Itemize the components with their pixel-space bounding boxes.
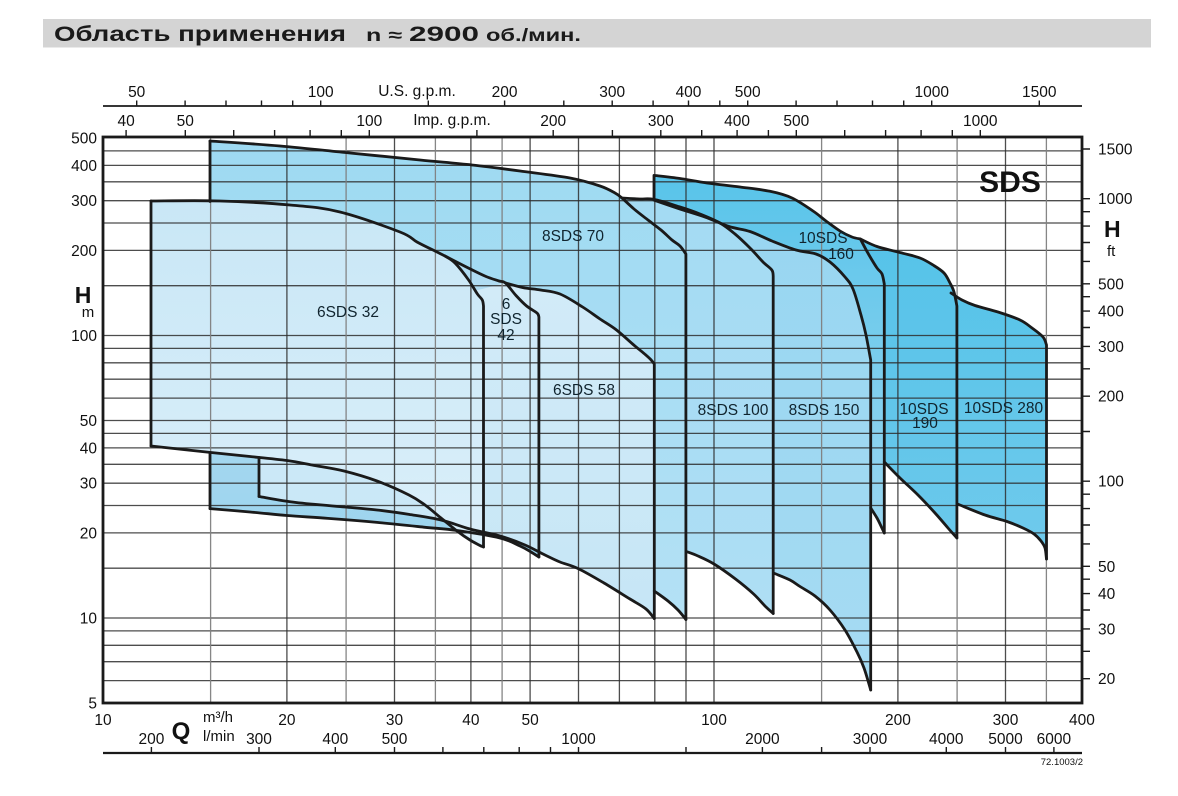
svg-text:500: 500 (735, 84, 761, 101)
svg-text:400: 400 (724, 113, 750, 130)
svg-text:200: 200 (540, 113, 566, 130)
svg-text:1000: 1000 (914, 84, 949, 101)
svg-text:400: 400 (676, 84, 702, 101)
svg-text:10SDS: 10SDS (899, 401, 948, 418)
svg-text:6SDS 32: 6SDS 32 (317, 304, 379, 321)
svg-text:500: 500 (382, 731, 408, 748)
svg-text:100: 100 (308, 84, 334, 101)
svg-text:40: 40 (117, 113, 135, 130)
svg-text:20: 20 (278, 712, 296, 729)
svg-text:400: 400 (71, 158, 97, 175)
svg-text:100: 100 (701, 712, 727, 729)
svg-text:300: 300 (993, 712, 1019, 729)
svg-text:20: 20 (1098, 671, 1116, 688)
svg-text:1500: 1500 (1022, 84, 1057, 101)
svg-text:SDS: SDS (979, 166, 1041, 199)
svg-text:200: 200 (885, 712, 911, 729)
svg-text:10: 10 (94, 712, 112, 729)
svg-text:50: 50 (128, 84, 146, 101)
svg-text:100: 100 (71, 328, 97, 345)
svg-text:300: 300 (1098, 339, 1124, 356)
svg-text:300: 300 (599, 84, 625, 101)
svg-text:8SDS 100: 8SDS 100 (698, 402, 769, 419)
svg-text:10: 10 (80, 611, 98, 628)
svg-text:100: 100 (1098, 474, 1124, 491)
svg-text:1500: 1500 (1098, 142, 1133, 159)
svg-text:6SDS 58: 6SDS 58 (553, 382, 615, 399)
svg-text:500: 500 (783, 113, 809, 130)
svg-text:50: 50 (1098, 559, 1116, 576)
svg-text:300: 300 (648, 113, 674, 130)
svg-text:40: 40 (80, 440, 98, 457)
svg-text:42: 42 (497, 327, 514, 344)
svg-text:Q: Q (172, 718, 191, 745)
svg-text:30: 30 (1098, 621, 1116, 638)
svg-text:160: 160 (828, 246, 854, 263)
svg-text:8SDS 150: 8SDS 150 (789, 402, 860, 419)
svg-text:72.1003/2: 72.1003/2 (1041, 757, 1083, 768)
svg-text:300: 300 (71, 193, 97, 210)
svg-text:200: 200 (138, 731, 164, 748)
svg-text:3000: 3000 (853, 731, 888, 748)
svg-text:30: 30 (386, 712, 404, 729)
svg-text:6: 6 (502, 296, 511, 313)
svg-text:l/min: l/min (203, 728, 235, 745)
svg-text:8SDS 70: 8SDS 70 (542, 228, 604, 245)
svg-text:1000: 1000 (1098, 191, 1133, 208)
svg-text:400: 400 (1069, 712, 1095, 729)
svg-text:300: 300 (246, 731, 272, 748)
svg-text:1000: 1000 (963, 113, 998, 130)
svg-text:1000: 1000 (561, 731, 596, 748)
svg-text:SDS: SDS (490, 311, 522, 328)
svg-text:200: 200 (492, 84, 518, 101)
svg-text:40: 40 (1098, 586, 1116, 603)
svg-text:об./мин.: об./мин. (486, 25, 581, 45)
svg-text:m³/h: m³/h (203, 709, 233, 726)
svg-text:5: 5 (88, 696, 97, 713)
svg-text:500: 500 (71, 131, 97, 148)
svg-text:10SDS 280: 10SDS 280 (964, 400, 1044, 417)
svg-text:50: 50 (521, 712, 539, 729)
svg-text:100: 100 (356, 113, 382, 130)
svg-text:Область применения: Область применения (54, 22, 346, 46)
svg-text:200: 200 (1098, 389, 1124, 406)
svg-text:ft: ft (1107, 243, 1116, 260)
svg-text:50: 50 (80, 413, 98, 430)
svg-text:200: 200 (71, 243, 97, 260)
svg-text:2900: 2900 (409, 22, 479, 46)
svg-text:U.S. g.p.m.: U.S. g.p.m. (378, 83, 456, 100)
svg-text:30: 30 (80, 476, 98, 493)
svg-text:2000: 2000 (745, 731, 780, 748)
svg-text:m: m (82, 304, 95, 321)
svg-text:400: 400 (322, 731, 348, 748)
svg-text:Imp. g.p.m.: Imp. g.p.m. (413, 112, 491, 129)
svg-text:4000: 4000 (929, 731, 964, 748)
svg-text:40: 40 (462, 712, 480, 729)
svg-text:H: H (1104, 216, 1121, 242)
svg-text:190: 190 (912, 415, 938, 432)
svg-text:500: 500 (1098, 276, 1124, 293)
svg-text:H: H (75, 282, 92, 308)
svg-text:5000: 5000 (988, 731, 1023, 748)
svg-text:50: 50 (177, 113, 195, 130)
svg-text:400: 400 (1098, 304, 1124, 321)
svg-text:10SDS: 10SDS (798, 230, 847, 247)
svg-text:n ≈: n ≈ (366, 25, 403, 45)
svg-text:6000: 6000 (1037, 731, 1072, 748)
svg-text:20: 20 (80, 525, 98, 542)
